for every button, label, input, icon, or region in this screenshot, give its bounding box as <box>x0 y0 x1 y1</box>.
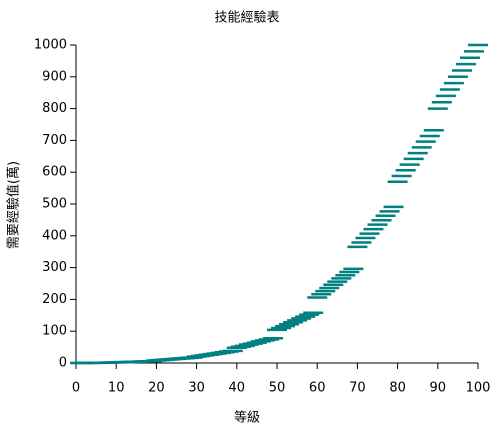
chart-title: 技能經驗表 <box>214 11 279 26</box>
x-tick-label: 30 <box>188 381 205 396</box>
y-tick-label: 200 <box>42 292 67 307</box>
y-tick-label: 800 <box>42 101 67 116</box>
x-tick-label: 80 <box>389 381 406 396</box>
y-tick-label: 100 <box>42 324 67 339</box>
x-tick-label: 90 <box>430 381 447 396</box>
x-tick-label: 60 <box>309 381 326 396</box>
y-tick-label: 1000 <box>34 38 67 53</box>
x-tick-label: 40 <box>229 381 246 396</box>
x-tick-label: 50 <box>269 381 286 396</box>
y-tick-label: 300 <box>42 260 67 275</box>
x-tick-label: 20 <box>148 381 165 396</box>
x-axis-label: 等級 <box>234 410 260 426</box>
x-tick-label: 10 <box>108 381 125 396</box>
y-tick-label: 0 <box>59 356 67 371</box>
y-tick-label: 700 <box>42 133 67 148</box>
x-tick-label: 100 <box>466 381 491 396</box>
y-tick-label: 500 <box>42 197 67 212</box>
x-tick-label: 70 <box>349 381 366 396</box>
y-tick-label: 600 <box>42 165 67 180</box>
x-tick-label: 0 <box>72 381 80 396</box>
y-tick-label: 400 <box>42 228 67 243</box>
y-axis-label: 需要經驗值(萬) <box>6 161 22 249</box>
y-tick-label: 900 <box>42 69 67 84</box>
